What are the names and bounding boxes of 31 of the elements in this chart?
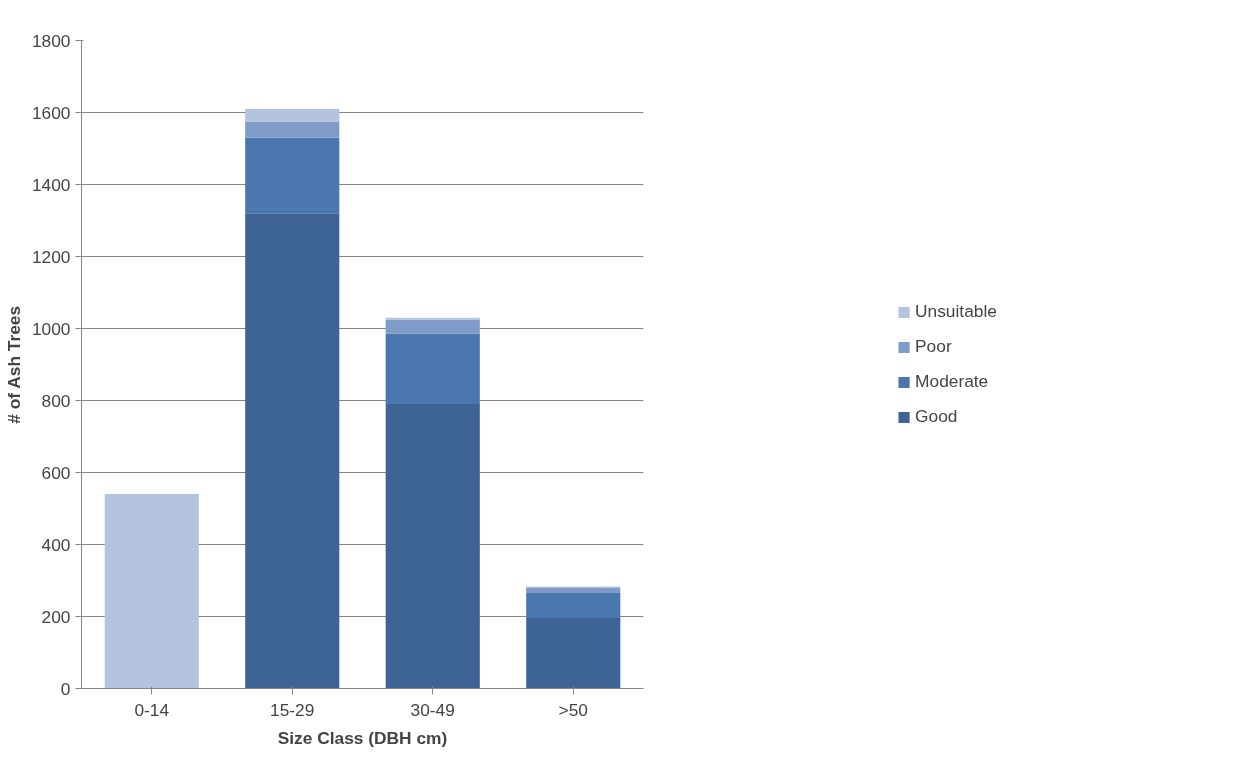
legend-label: Moderate <box>915 371 989 392</box>
bar <box>385 319 480 334</box>
bar <box>245 213 340 689</box>
y-axis-title: # of Ash Trees <box>3 305 24 424</box>
x-tick-label: 30-49 <box>410 699 455 720</box>
x-tick-label: >50 <box>558 699 588 720</box>
y-tick-label: 200 <box>41 606 71 627</box>
x-tick-label: 0-14 <box>134 699 170 720</box>
y-tick-label: 0 <box>60 678 71 699</box>
y-tick-label: 1400 <box>31 174 71 195</box>
y-tick-label: 800 <box>41 390 71 411</box>
bar <box>245 121 340 138</box>
y-tick-label: 600 <box>41 462 71 483</box>
y-tick-label: 1200 <box>31 246 71 267</box>
bar <box>526 593 621 618</box>
x-tick-label: 15-29 <box>270 699 315 720</box>
y-tick-label: 400 <box>41 534 71 555</box>
bar <box>385 404 480 689</box>
bar <box>385 333 480 405</box>
y-tick-label: 1800 <box>31 30 71 51</box>
y-tick-label: 1600 <box>31 102 71 123</box>
bar <box>104 494 199 689</box>
legend-label: Unsuitable <box>915 301 997 322</box>
legend-label: Poor <box>915 336 952 357</box>
bar <box>245 108 340 122</box>
legend-label: Good <box>915 406 958 427</box>
bar <box>526 617 621 689</box>
bar <box>245 137 340 214</box>
bar <box>526 588 621 594</box>
x-axis-title: Size Class (DBH cm) <box>277 727 448 748</box>
y-tick-label: 1000 <box>31 318 71 339</box>
